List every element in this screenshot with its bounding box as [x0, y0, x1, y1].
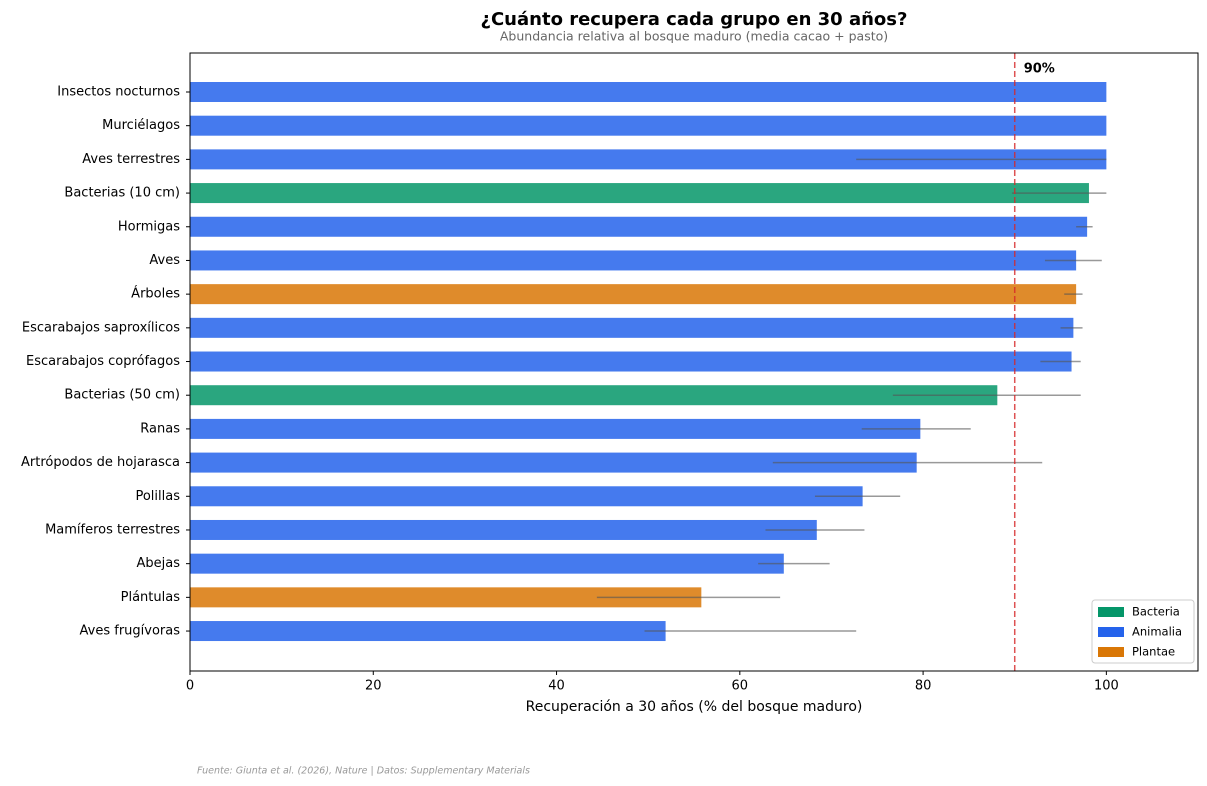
- bar: [190, 587, 702, 608]
- x-tick-label: 20: [365, 679, 382, 694]
- y-tick-label: Murciélagos: [102, 118, 180, 133]
- bar: [190, 486, 863, 507]
- legend-swatch: [1098, 627, 1124, 637]
- bar: [190, 216, 1088, 237]
- y-tick-label: Abejas: [137, 556, 181, 571]
- legend-swatch: [1098, 647, 1124, 657]
- bar: [190, 317, 1074, 338]
- bar: [190, 250, 1077, 271]
- bar: [190, 351, 1072, 372]
- bar: [190, 385, 998, 406]
- y-tick-label: Mamíferos terrestres: [45, 522, 180, 537]
- bar: [190, 284, 1077, 305]
- x-tick-label: 80: [915, 679, 932, 694]
- y-tick-label: Insectos nocturnos: [57, 85, 180, 100]
- chart-title: ¿Cuánto recupera cada grupo en 30 años?: [481, 9, 908, 30]
- bar: [190, 183, 1089, 204]
- source-note: Fuente: Giunta et al. (2026), Nature | D…: [197, 766, 530, 777]
- bar: [190, 82, 1107, 102]
- x-tick-label: 60: [732, 679, 749, 694]
- y-tick-label: Hormigas: [118, 219, 180, 234]
- bar: [190, 519, 817, 540]
- y-tick-label: Plántulas: [121, 590, 181, 605]
- bar: [190, 418, 921, 439]
- x-tick-label: 40: [548, 679, 565, 694]
- bar: [190, 621, 666, 642]
- bar: [190, 553, 784, 574]
- y-tick-label: Escarabajos coprófagos: [26, 354, 180, 369]
- x-tick-label: 100: [1094, 679, 1119, 694]
- y-tick-label: Ranas: [140, 421, 180, 436]
- chart-subtitle: Abundancia relativa al bosque maduro (me…: [500, 29, 888, 44]
- y-tick-label: Artrópodos de hojarasca: [21, 455, 180, 470]
- y-tick-label: Árboles: [131, 286, 180, 302]
- y-tick-label: Aves terrestres: [82, 152, 180, 167]
- reference-label: 90%: [1024, 62, 1055, 77]
- bar: [190, 149, 1107, 170]
- y-tick-label: Bacterias (50 cm): [64, 388, 180, 403]
- legend-label: Bacteria: [1132, 605, 1180, 619]
- plot-frame: [189, 52, 1199, 672]
- legend-label: Animalia: [1132, 625, 1182, 639]
- y-tick-label: Escarabajos saproxílicos: [22, 320, 180, 335]
- y-tick-label: Aves: [149, 253, 180, 268]
- y-tick-label: Polillas: [135, 489, 180, 504]
- y-tick-label: Aves frugívoras: [80, 624, 181, 639]
- x-axis-label: Recuperación a 30 años (% del bosque mad…: [526, 699, 863, 715]
- x-tick-label: 0: [186, 679, 194, 694]
- legend-swatch: [1098, 607, 1124, 617]
- legend-label: Plantae: [1132, 645, 1175, 659]
- bar: [190, 115, 1107, 136]
- y-tick-label: Bacterias (10 cm): [64, 186, 180, 201]
- bar: [190, 452, 917, 473]
